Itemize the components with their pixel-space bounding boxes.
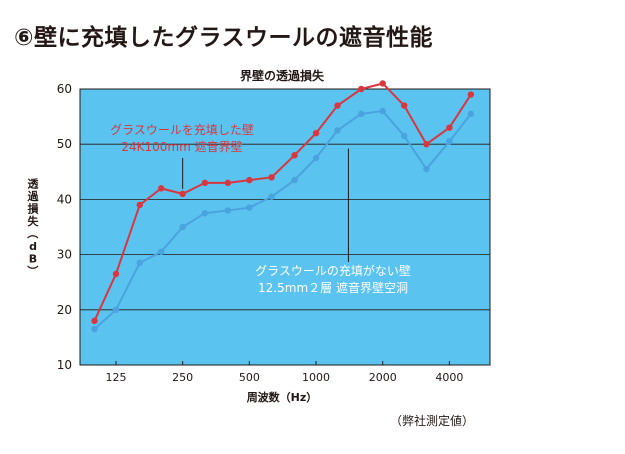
series-line-2 bbox=[93, 110, 472, 330]
data-point bbox=[467, 91, 475, 98]
data-point bbox=[379, 80, 386, 87]
x-tick-label: 125 bbox=[105, 371, 126, 384]
data-point bbox=[157, 248, 165, 256]
data-point bbox=[224, 207, 232, 214]
measurement-note: （弊社測定値） bbox=[390, 414, 475, 428]
data-point bbox=[268, 193, 275, 200]
x-tick-label: 500 bbox=[239, 371, 260, 384]
series-layer bbox=[91, 80, 475, 333]
data-point bbox=[136, 259, 143, 267]
y-tick-label: 60 bbox=[57, 82, 72, 96]
data-point bbox=[446, 138, 453, 145]
y-tick-label: 30 bbox=[57, 248, 72, 262]
y-axis-label-char: 失 bbox=[28, 214, 40, 228]
data-point bbox=[201, 179, 209, 187]
data-point bbox=[179, 190, 186, 198]
x-tick-label: 2000 bbox=[369, 371, 397, 384]
data-point bbox=[400, 132, 408, 140]
y-tick-label: 50 bbox=[57, 137, 72, 151]
data-point bbox=[334, 102, 341, 109]
y-axis-label-char: B bbox=[29, 252, 37, 265]
data-point bbox=[246, 204, 253, 211]
y-axis-label-char: 過 bbox=[27, 189, 40, 203]
data-point bbox=[291, 152, 298, 159]
y-axis-label-char: ） bbox=[26, 265, 39, 276]
data-point bbox=[358, 85, 365, 93]
data-point bbox=[268, 174, 275, 181]
data-point bbox=[112, 306, 120, 313]
data-point bbox=[334, 127, 341, 134]
y-tick-label: 20 bbox=[57, 303, 72, 317]
y-axis-label-char: 損 bbox=[28, 201, 40, 215]
data-point bbox=[136, 201, 143, 209]
data-point bbox=[91, 325, 98, 333]
y-axis-label-char: d bbox=[29, 240, 37, 253]
data-point bbox=[157, 185, 165, 192]
data-point bbox=[312, 154, 320, 162]
y-axis-label-char: 透 bbox=[28, 177, 40, 190]
chart-title: 界壁の透過損失 bbox=[240, 68, 325, 83]
data-point bbox=[446, 124, 453, 131]
data-point bbox=[400, 102, 408, 109]
data-point bbox=[358, 110, 365, 118]
x-axis-ticks: 125 250 500 1000 2000 4000 bbox=[105, 361, 463, 384]
series-leader-lines bbox=[182, 148, 349, 262]
x-tick-label: 250 bbox=[172, 371, 193, 384]
y-tick-label: 40 bbox=[57, 192, 72, 206]
data-point bbox=[224, 179, 232, 187]
x-axis-label: 周波数（Hz） bbox=[247, 390, 318, 404]
page-heading: ⑥壁に充填したグラスウールの遮音性能 bbox=[14, 25, 434, 51]
series-label-line: グラスウールの充填がない壁 bbox=[255, 263, 411, 278]
data-point bbox=[467, 110, 475, 118]
data-point bbox=[291, 176, 298, 184]
data-point bbox=[246, 176, 253, 184]
series-line-1 bbox=[93, 82, 472, 322]
data-point bbox=[112, 270, 120, 278]
x-tick-label: 4000 bbox=[435, 371, 463, 384]
data-point bbox=[91, 317, 98, 325]
data-point bbox=[423, 141, 430, 148]
data-point bbox=[379, 107, 386, 115]
series-label-line: 24K100mm 遮音界壁 bbox=[121, 139, 242, 154]
data-point bbox=[179, 223, 186, 231]
data-point bbox=[423, 165, 430, 173]
series-label-line: 12.5mm２層 遮音界壁空洞 bbox=[258, 280, 408, 295]
data-point bbox=[312, 129, 320, 137]
series-label-line: グラスウールを充填した壁 bbox=[110, 122, 254, 137]
y-axis-label: 透過損失（dB） bbox=[26, 177, 40, 276]
y-tick-label: 10 bbox=[57, 358, 72, 372]
data-point bbox=[201, 210, 209, 217]
y-axis-ticks: 10 20 30 40 50 60 bbox=[57, 82, 72, 372]
y-axis-label-char: （ bbox=[26, 228, 39, 239]
x-tick-label: 1000 bbox=[302, 371, 330, 384]
